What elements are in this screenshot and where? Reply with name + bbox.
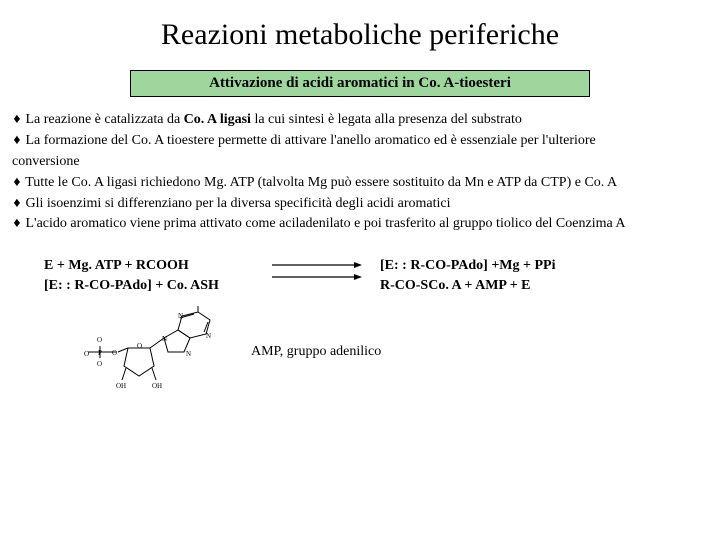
amp-structure-icon: O O O P O O OH OH N N N bbox=[82, 306, 237, 398]
bullet-item: ♦ Gli isoenzimi si differenziano per la … bbox=[12, 195, 708, 214]
subtitle-box: Attivazione di acidi aromatici in Co. A-… bbox=[130, 70, 590, 97]
svg-text:O: O bbox=[97, 336, 102, 344]
svg-text:N: N bbox=[186, 350, 191, 358]
svg-text:O: O bbox=[137, 342, 142, 350]
amp-label: AMP, gruppo adenilico bbox=[251, 344, 381, 360]
svg-text:P: P bbox=[98, 349, 102, 357]
diamond-icon: ♦ bbox=[12, 174, 22, 193]
reaction-line: E + Mg. ATP + RCOOH bbox=[44, 256, 254, 276]
page-title: Reazioni metaboliche periferiche bbox=[12, 18, 708, 52]
reaction-line: [E: : R-CO-PAdo] + Co. ASH bbox=[44, 276, 254, 296]
diamond-icon: ♦ bbox=[12, 195, 22, 214]
bullet-item: ♦ Tutte le Co. A ligasi richiedono Mg. A… bbox=[12, 174, 708, 193]
diamond-icon: ♦ bbox=[12, 132, 22, 151]
bullet-text: La formazione del Co. A tioestere permet… bbox=[26, 133, 596, 148]
svg-text:N: N bbox=[178, 312, 183, 320]
bullet-continuation: conversione bbox=[12, 153, 708, 172]
bullet-text: Tutte le Co. A ligasi richiedono Mg. ATP… bbox=[25, 175, 617, 190]
amp-section: O O O P O O OH OH N N N bbox=[12, 306, 708, 398]
svg-text:N: N bbox=[162, 335, 167, 343]
reaction-arrows bbox=[272, 256, 362, 284]
reaction-line: [E: : R-CO-PAdo] +Mg + PPi bbox=[380, 256, 556, 276]
diamond-icon: ♦ bbox=[12, 215, 22, 234]
reaction-equations: E + Mg. ATP + RCOOH [E: : R-CO-PAdo] + C… bbox=[12, 256, 708, 295]
arrow-icon bbox=[272, 272, 362, 284]
bullet-item: ♦ L'acido aromatico viene prima attivato… bbox=[12, 215, 708, 234]
bullet-text: La reazione è catalizzata da bbox=[26, 112, 184, 127]
svg-text:OH: OH bbox=[116, 382, 126, 390]
bullet-list: ♦ La reazione è catalizzata da Co. A lig… bbox=[12, 111, 708, 234]
svg-text:O: O bbox=[84, 350, 89, 358]
svg-text:O: O bbox=[97, 360, 102, 368]
diamond-icon: ♦ bbox=[12, 111, 22, 130]
reaction-line: R-CO-SCo. A + AMP + E bbox=[380, 276, 556, 296]
bullet-bold: Co. A ligasi bbox=[184, 112, 251, 127]
arrow-icon bbox=[272, 260, 362, 272]
bullet-text-post: la cui sintesi è legata alla presenza de… bbox=[251, 112, 522, 127]
svg-text:OH: OH bbox=[152, 382, 162, 390]
bullet-text: L'acido aromatico viene prima attivato c… bbox=[26, 216, 626, 231]
reaction-left: E + Mg. ATP + RCOOH [E: : R-CO-PAdo] + C… bbox=[44, 256, 254, 295]
svg-text:N: N bbox=[206, 332, 211, 340]
svg-text:O: O bbox=[112, 349, 117, 357]
bullet-text: Gli isoenzimi si differenziano per la di… bbox=[26, 196, 451, 211]
bullet-item: ♦ La formazione del Co. A tioestere perm… bbox=[12, 132, 708, 151]
reaction-right: [E: : R-CO-PAdo] +Mg + PPi R-CO-SCo. A +… bbox=[380, 256, 556, 295]
bullet-item: ♦ La reazione è catalizzata da Co. A lig… bbox=[12, 111, 708, 130]
